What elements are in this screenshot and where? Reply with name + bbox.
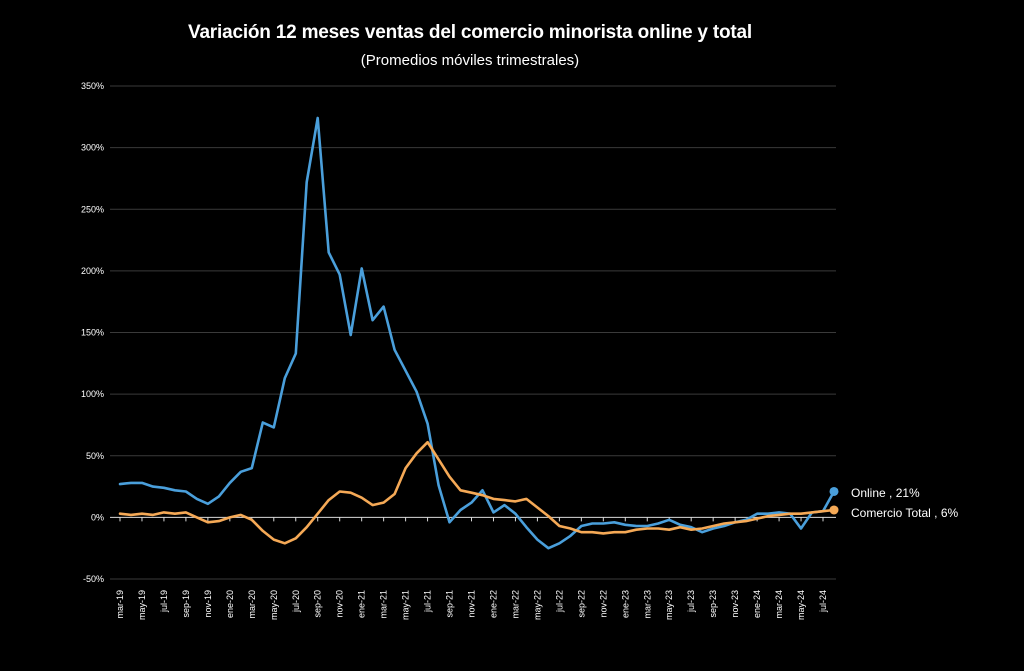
x-tick-label: ene-21 bbox=[357, 590, 367, 618]
x-tick-label: jul-24 bbox=[818, 590, 828, 613]
gridlines bbox=[110, 85, 836, 580]
end-marker-comercio-total bbox=[829, 505, 839, 515]
x-tick-label: mar-22 bbox=[510, 590, 520, 619]
end-marker-online bbox=[829, 486, 839, 496]
end-labels: Online , 21% Comercio Total , 6% bbox=[829, 486, 958, 520]
y-tick-label: -50% bbox=[83, 574, 104, 584]
x-tick-label: ene-20 bbox=[225, 590, 235, 618]
y-tick-label: 300% bbox=[81, 143, 104, 153]
x-tick-label: ene-22 bbox=[488, 590, 498, 618]
series-line-online bbox=[118, 116, 836, 550]
x-tick-label: jul-20 bbox=[291, 590, 301, 613]
x-tick-label: may-19 bbox=[137, 590, 147, 620]
x-tick-label: jul-23 bbox=[686, 590, 696, 613]
x-tick-label: jul-21 bbox=[423, 590, 433, 613]
y-tick-label: 250% bbox=[81, 204, 104, 214]
y-tick-label: 150% bbox=[81, 328, 104, 338]
x-tick-label: nov-21 bbox=[467, 590, 477, 618]
y-tick-label: 350% bbox=[81, 81, 104, 91]
chart-title: Variación 12 meses ventas del comercio m… bbox=[188, 22, 752, 43]
x-tick-label: may-24 bbox=[796, 590, 806, 620]
x-tick-label: may-22 bbox=[532, 590, 542, 620]
end-label-comercio-total: Comercio Total , 6% bbox=[851, 506, 958, 520]
series-line-comercio-total bbox=[118, 440, 836, 545]
x-tick-label: mar-23 bbox=[642, 590, 652, 619]
x-tick-label: jul-19 bbox=[159, 590, 169, 613]
x-tick-label: sep-21 bbox=[445, 590, 455, 618]
x-tick-label: ene-24 bbox=[752, 590, 762, 618]
x-tick-label: sep-19 bbox=[181, 590, 191, 618]
y-tick-label: 0% bbox=[91, 512, 104, 522]
series-lines bbox=[118, 116, 836, 550]
x-tick-label: nov-22 bbox=[598, 590, 608, 618]
chart-subtitle: (Promedios móviles trimestrales) bbox=[360, 52, 580, 69]
x-tick-label: sep-20 bbox=[313, 590, 323, 618]
x-tick-label: may-20 bbox=[269, 590, 279, 620]
x-tick-label: nov-20 bbox=[335, 590, 345, 618]
x-tick-label: mar-20 bbox=[247, 590, 257, 619]
y-tick-label: 200% bbox=[81, 266, 104, 276]
end-label-online: Online , 21% bbox=[851, 486, 920, 500]
x-tick-label: nov-19 bbox=[203, 590, 213, 618]
y-tick-label: 50% bbox=[86, 451, 104, 461]
x-tick-label: sep-23 bbox=[708, 590, 718, 618]
x-tick-label: sep-22 bbox=[576, 590, 586, 618]
x-axis-ticks: mar-19 may-19 jul-19 sep-19 nov-19 ene-20 mar-… bbox=[115, 517, 828, 620]
x-tick-label: mar-24 bbox=[774, 590, 784, 619]
x-tick-label: mar-21 bbox=[379, 590, 389, 619]
x-tick-label: may-23 bbox=[664, 590, 674, 620]
x-tick-label: may-21 bbox=[401, 590, 411, 620]
y-axis-ticks: -50% 0% 50% 100% 150% 200% 250% 300% 350% bbox=[81, 81, 104, 584]
y-tick-label: 100% bbox=[81, 389, 104, 399]
x-tick-label: nov-23 bbox=[730, 590, 740, 618]
x-tick-label: mar-19 bbox=[115, 590, 125, 619]
x-tick-label: jul-22 bbox=[554, 590, 564, 613]
x-tick-label: ene-23 bbox=[620, 590, 630, 618]
